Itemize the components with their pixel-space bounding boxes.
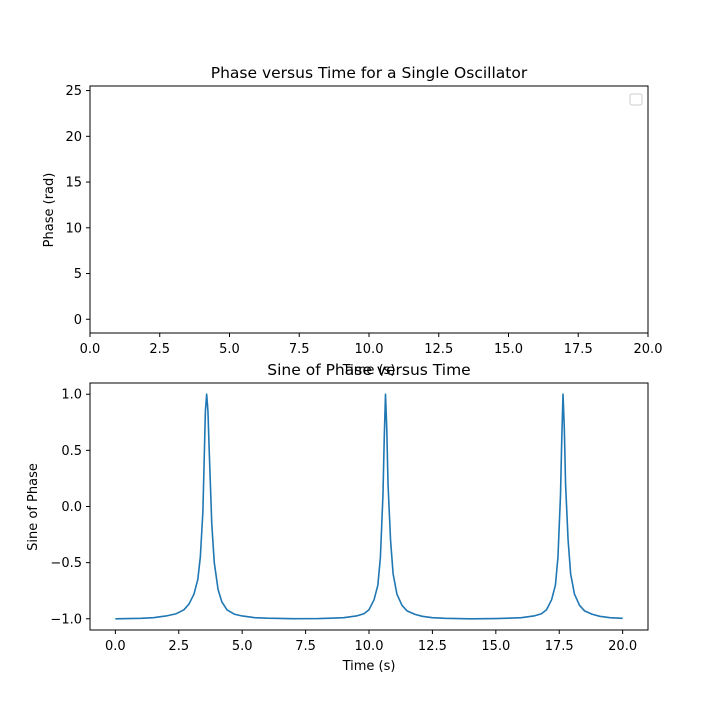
sine-plot-x-tick-label: 20.0: [608, 639, 637, 654]
phase-plot-y-tick-label: 25: [65, 84, 82, 99]
phase-plot-legend: [629, 93, 643, 106]
phase-plot-y-tick-label: 15: [65, 176, 82, 191]
sine-plot-x-tick-label: 7.5: [295, 639, 316, 654]
sine-plot-x-tick-label: 10.0: [355, 639, 384, 654]
phase-plot-y-tick-label: 0: [74, 313, 82, 328]
phase-plot-y-tick-label: 10: [65, 221, 82, 236]
phase-plot-y-axis-label: Phase (rad): [42, 173, 57, 248]
phase-plot-x-tick-label: 2.5: [149, 342, 170, 357]
sine-plot-x-tick-label: 15.0: [481, 639, 510, 654]
sine-plot: Sine of Phase versus Time 0.0 2.5 5.0 7.5 10…: [26, 361, 649, 674]
sine-plot-x-tick-label: 17.5: [545, 639, 574, 654]
sine-plot-x-axis-label: Time (s): [342, 659, 396, 674]
sine-plot-x-tick-label: 12.5: [418, 639, 447, 654]
sine-plot-x-tick-label: 2.5: [168, 639, 189, 654]
sine-plot-y-tick-label: 0.5: [61, 444, 82, 459]
sine-series-line: [115, 393, 623, 620]
phase-plot-x-tick-label: 12.5: [424, 342, 453, 357]
phase-plot-x-ticks: 0.0 2.5 5.0 7.5 10.0 12.5 15.0 17.5 20.0: [80, 333, 663, 357]
sine-plot-y-tick-label: −1.0: [50, 612, 82, 627]
sine-plot-y-ticks: −1.0 −0.5 0.0 0.5 1.0: [50, 388, 90, 627]
phase-plot-y-tick-label: 20: [65, 130, 82, 145]
sine-plot-y-tick-label: −0.5: [50, 556, 82, 571]
phase-plot-area: [89, 85, 649, 334]
phase-plot-x-tick-label: 7.5: [289, 342, 310, 357]
phase-plot-y-tick-label: 5: [74, 267, 82, 282]
sine-plot-y-axis-label: Sine of Phase: [26, 463, 41, 551]
phase-plot-title: Phase versus Time for a Single Oscillato…: [211, 64, 528, 82]
phase-plot-y-ticks: 0 5 10 15 20 25: [65, 84, 90, 328]
phase-plot-x-tick-label: 5.0: [219, 342, 240, 357]
sine-plot-y-tick-label: 0.0: [61, 500, 82, 515]
phase-plot-x-axis-label: Time (s): [342, 363, 396, 378]
phase-plot-x-tick-label: 0.0: [80, 342, 101, 357]
phase-plot-x-tick-label: 17.5: [564, 342, 593, 357]
sine-plot-y-tick-label: 1.0: [61, 388, 82, 403]
phase-plot-x-tick-label: 20.0: [634, 342, 663, 357]
sine-plot-title: Sine of Phase versus Time: [267, 361, 470, 379]
phase-plot-x-tick-label: 15.0: [494, 342, 523, 357]
sine-plot-x-tick-label: 0.0: [105, 639, 126, 654]
sine-plot-x-tick-label: 5.0: [232, 639, 253, 654]
phase-plot-x-tick-label: 10.0: [355, 342, 384, 357]
phase-plot: Phase versus Time for a Single Oscillato…: [42, 64, 662, 378]
sine-plot-x-ticks: 0.0 2.5 5.0 7.5 10.0 12.5 15.0 17.5 20.0: [105, 630, 637, 654]
